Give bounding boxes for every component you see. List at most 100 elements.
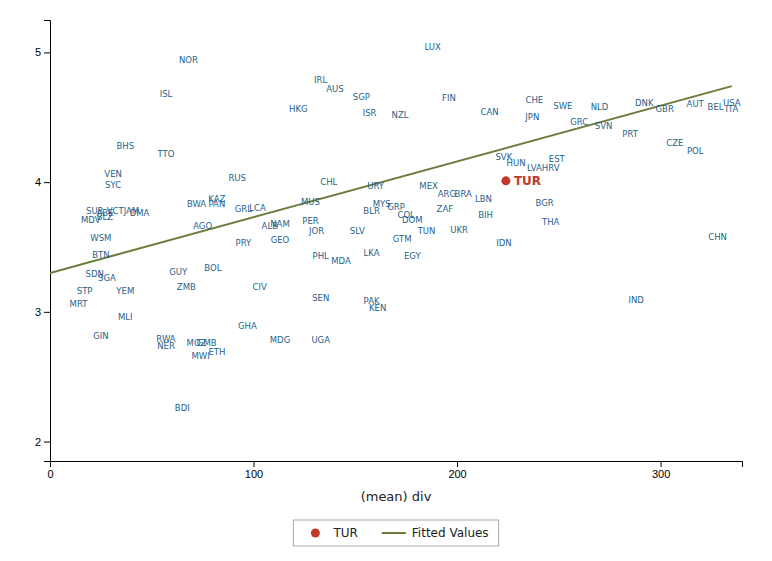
point-label: FIN	[442, 93, 456, 103]
point-label: SLV	[350, 226, 365, 236]
legend-label: TUR	[332, 526, 357, 540]
point-label: NER	[157, 341, 175, 351]
point-label: BRA	[455, 189, 472, 199]
point-label: BTN	[92, 250, 109, 260]
y-axis-line	[44, 21, 51, 462]
point-label: ARG	[438, 189, 456, 199]
y-axis-tick-label: 3	[35, 306, 41, 318]
y-axis-tick: 3	[35, 306, 50, 318]
point-label: GTM	[393, 234, 412, 244]
point-label: VEN	[104, 169, 122, 179]
legend-swatch	[311, 529, 320, 538]
point-label: IND	[628, 295, 644, 305]
point-label: CHL	[320, 177, 337, 187]
point-label: NOR	[179, 55, 198, 65]
point-label: SGP	[353, 92, 370, 102]
point-label: DOM	[402, 215, 423, 225]
point-label: BGR	[535, 198, 553, 208]
legend-swatch	[382, 532, 406, 534]
point-label: THA	[541, 217, 560, 227]
point-label: GEO	[271, 235, 290, 245]
point-label: ISR	[363, 108, 377, 118]
y-axis-tick-mark	[44, 312, 50, 313]
point-label: GRC	[570, 117, 588, 127]
point-label: GIN	[93, 331, 108, 341]
point-label: NLD	[591, 102, 609, 112]
point-label: CHE	[526, 95, 544, 105]
point-label: MRT	[70, 299, 89, 309]
point-label: PRT	[622, 129, 638, 139]
point-label: ETH	[208, 347, 225, 357]
point-label: PAN	[209, 199, 226, 209]
point-label: JOR	[308, 226, 324, 236]
y-axis-tick-mark	[44, 442, 50, 443]
chart: 01002003002345LUXNORIRLAUSISLSGPFINCHESW…	[0, 0, 772, 561]
point-label: POL	[687, 146, 704, 156]
legend: TUR Fitted Values	[293, 520, 498, 546]
point-label: SWE	[553, 101, 572, 111]
point-label: GBR	[655, 104, 673, 114]
point-label: BEL	[708, 102, 724, 112]
x-axis-tick-label: 300	[652, 468, 670, 480]
point-label: URY	[367, 181, 385, 191]
point-label: AGO	[193, 221, 212, 231]
point-label: SVN	[595, 121, 613, 131]
point-label: CAN	[481, 107, 499, 117]
point-label: SGA	[98, 273, 116, 283]
y-axis-tick-label: 4	[35, 176, 41, 188]
point-label: ITA	[725, 104, 738, 114]
x-axis: 0 100 200 300	[47, 461, 742, 480]
point-label: TUN	[417, 226, 436, 236]
y-axis-tick-mark	[44, 182, 50, 183]
y-axis-tick: 4	[35, 176, 50, 188]
marks: LUXNORIRLAUSISLSGPFINCHESWENLDHKGISRNZLC…	[50, 42, 741, 413]
point-label: SYC	[105, 180, 121, 190]
x-axis-tick-mark	[457, 461, 458, 467]
highlight-points	[501, 176, 510, 185]
plot: 01002003002345LUXNORIRLAUSISLSGPFINCHESW…	[35, 21, 743, 480]
x-axis-tick-label: 100	[245, 468, 263, 480]
point-label: DNK	[635, 98, 654, 108]
point-label: LKA	[364, 248, 380, 258]
point-label: GUY	[169, 267, 188, 277]
x-axis-title: (mean) div	[361, 489, 432, 504]
x-axis-tick: 0	[47, 461, 53, 480]
point-label: MWI	[191, 351, 209, 361]
point-label: PER	[302, 216, 318, 226]
x-axis-tick-label: 200	[448, 468, 466, 480]
point-label: BDI	[175, 403, 190, 413]
x-axis-tick-mark	[254, 461, 255, 467]
point-label: PRY	[236, 238, 252, 248]
point-label: HKG	[289, 104, 308, 114]
point-label: ZAF	[437, 204, 454, 214]
point-label: UKR	[450, 225, 468, 235]
point-label: BIH	[478, 210, 493, 220]
point-label: YEM	[115, 286, 134, 296]
point-labels: LUXNORIRLAUSISLSGPFINCHESWENLDHKGISRNZLC…	[70, 42, 741, 413]
y-axis-tick: 2	[35, 436, 50, 448]
point-label: MDG	[270, 335, 290, 345]
point-label: TTO	[157, 149, 175, 159]
highlight-label: TUR	[514, 174, 541, 188]
legend-item: Fitted Values	[382, 526, 489, 540]
point-label: AUT	[687, 99, 705, 109]
point-label: KEN	[369, 303, 386, 313]
point-label: HRV	[542, 163, 560, 173]
x-axis-line	[51, 462, 743, 468]
point-label: MDV	[81, 215, 101, 225]
y-axis-tick-mark	[44, 52, 50, 53]
point-label: MDA	[331, 256, 351, 266]
point-label: MLI	[118, 312, 133, 322]
point-label: GHA	[238, 321, 257, 331]
x-axis-tick: 100	[245, 461, 263, 480]
legend-label: Fitted Values	[412, 526, 489, 540]
point-label: ZMB	[177, 282, 196, 292]
fitted-line	[50, 86, 732, 273]
point-label: BWA	[187, 199, 206, 209]
point-label: ALB	[262, 221, 279, 231]
x-axis-tick-label: 0	[47, 468, 53, 480]
point-label: PHL	[313, 251, 330, 261]
x-axis-tick: 200	[448, 461, 466, 480]
point-label: RUS	[228, 173, 246, 183]
point-label: BHS	[116, 141, 134, 151]
